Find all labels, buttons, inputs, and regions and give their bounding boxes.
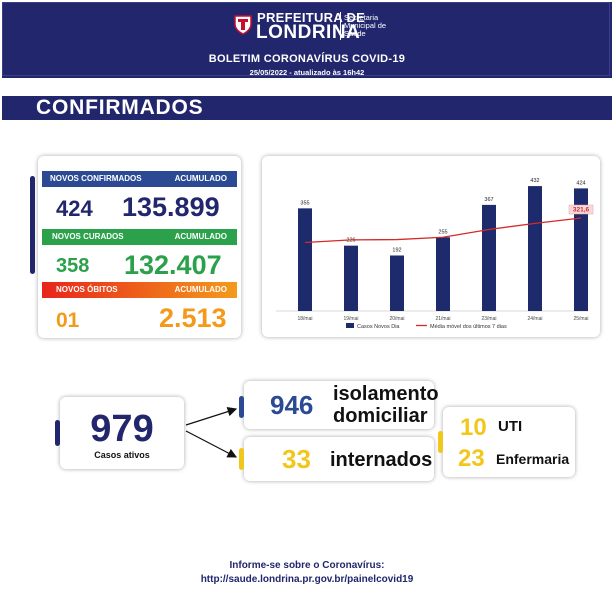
x-tick-label: 24/mai — [527, 316, 542, 322]
legend-bar-swatch — [346, 323, 354, 328]
hospitalized-value: 33 — [282, 444, 311, 474]
bar-24/mai — [528, 186, 542, 311]
chart-card — [262, 156, 600, 337]
city-crest-icon — [234, 15, 252, 35]
brand-main: LONDRINA — [256, 22, 361, 43]
header-banner — [2, 2, 612, 78]
bulletin-title: BOLETIM CORONAVÍRUS COVID-19 — [208, 53, 406, 65]
uti-value: 10 — [460, 414, 487, 441]
cases-chart: 355 18/mai 226 19/mai 192 20/mai 255 21/mai 367 2… — [276, 178, 594, 330]
active-cases-value: 979 — [90, 408, 154, 450]
secretaria-line-3: Saúde — [344, 29, 366, 38]
obitos-header: NOVOS ÓBITOS ACUMULADO — [42, 282, 237, 298]
curados-new-value: 358 — [56, 255, 90, 277]
header-frame — [2, 2, 610, 76]
hospitalized-accent-bar — [239, 448, 244, 470]
arrow-to-hospital — [185, 430, 238, 458]
curados-header: NOVOS CURADOS ACUMULADO — [42, 229, 237, 245]
flow-arrows — [185, 406, 238, 458]
secretaria-line-2: Municipal de — [344, 21, 387, 30]
isolation-value: 946 — [270, 390, 314, 420]
beds-accent-bar — [438, 431, 443, 453]
highlight-box — [568, 204, 594, 215]
confirmados-acc-label: ACUMULADO — [174, 174, 227, 183]
bar-23/mai — [482, 204, 496, 311]
section-title: CONFIRMADOS — [36, 96, 204, 119]
bar-value-label: 226 — [346, 238, 355, 244]
curados-label: NOVOS CURADOS — [52, 232, 124, 241]
bar-18/mai — [298, 208, 312, 311]
isolation-label-2: domiciliar — [333, 405, 428, 427]
enfermaria-label: Enfermaria — [496, 451, 570, 467]
brand-top: PREFEITURA DE — [257, 10, 366, 25]
bar-value-label: 367 — [484, 197, 493, 203]
footer-info: Informe-se sobre o Coronavírus: — [229, 560, 385, 571]
bar-value-label: 192 — [392, 247, 401, 253]
arrow-to-isolation — [185, 406, 238, 426]
bulletin-date: 25/05/2022 - atualizado às 16h42 — [249, 68, 365, 77]
hospitalized-label: internados — [330, 449, 433, 471]
confirmados-total-value: 135.899 — [122, 192, 220, 222]
x-tick-label: 20/mai — [389, 316, 404, 322]
footer-link[interactable]: http://saude.londrina.pr.gov.br/painelco… — [200, 574, 414, 585]
bar-value-label: 355 — [300, 200, 309, 206]
bar-21/mai — [436, 237, 450, 311]
section-band — [2, 96, 612, 120]
confirmados-new-value: 424 — [56, 196, 93, 221]
brand-divider — [340, 12, 341, 40]
hospitalized-card — [244, 437, 434, 481]
active-cases-label: Casos ativos — [94, 450, 150, 460]
bar-20/mai — [390, 255, 404, 311]
legend-bar-label: Casos Novos Dia — [357, 324, 400, 330]
bar-value-label: 432 — [530, 178, 539, 184]
obitos-total-value: 2.513 — [159, 303, 227, 333]
secretaria-line-1: Secretaria — [344, 13, 379, 22]
beds-card — [443, 407, 575, 477]
isolation-card — [244, 381, 434, 429]
stats-accent-bar — [30, 176, 35, 274]
obitos-new-value: 01 — [56, 309, 80, 332]
active-accent-bar — [55, 420, 60, 446]
highlight-label: 321,6 — [573, 207, 590, 214]
bar-value-label: 424 — [576, 180, 585, 186]
enfermaria-value: 23 — [458, 445, 485, 472]
obitos-acc-label: ACUMULADO — [174, 285, 227, 294]
bar-value-label: 255 — [438, 229, 447, 235]
curados-total-value: 132.407 — [124, 250, 222, 280]
x-tick-label: 21/mai — [435, 316, 450, 322]
x-tick-label: 23/mai — [481, 316, 496, 322]
curados-acc-label: ACUMULADO — [174, 232, 227, 241]
x-tick-label: 18/mai — [297, 316, 312, 322]
legend-line-label: Média móvel dos últimos 7 dias — [430, 324, 507, 330]
isolation-label-1: isolamento — [333, 383, 439, 405]
active-cases-card — [60, 397, 184, 469]
obitos-label: NOVOS ÓBITOS — [56, 285, 118, 294]
confirmados-label: NOVOS CONFIRMADOS — [50, 174, 142, 183]
x-tick-label: 25/mai — [573, 316, 588, 322]
confirmados-header: NOVOS CONFIRMADOS ACUMULADO — [42, 171, 237, 187]
uti-label: UTI — [498, 418, 523, 435]
isolation-accent-bar — [239, 396, 244, 418]
x-tick-label: 19/mai — [343, 316, 358, 322]
moving-average-line — [304, 217, 582, 244]
bar-19/mai — [344, 245, 358, 311]
